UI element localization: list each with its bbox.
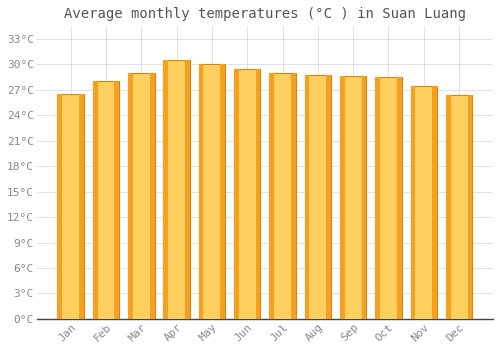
Bar — [220, 64, 225, 319]
Bar — [410, 86, 416, 319]
Bar — [256, 69, 260, 319]
Bar — [375, 77, 380, 319]
Bar — [304, 76, 331, 319]
Bar — [198, 64, 225, 319]
Bar — [93, 82, 120, 319]
Bar — [375, 77, 402, 319]
Bar — [432, 86, 437, 319]
Title: Average monthly temperatures (°C ) in Suan Luang: Average monthly temperatures (°C ) in Su… — [64, 7, 466, 21]
Bar — [198, 64, 203, 319]
Bar — [234, 69, 239, 319]
Bar — [58, 94, 84, 319]
Bar — [362, 76, 366, 319]
Bar — [185, 60, 190, 319]
Bar — [468, 95, 472, 319]
Bar — [234, 69, 260, 319]
Bar — [128, 73, 133, 319]
Bar — [446, 95, 450, 319]
Bar — [164, 60, 168, 319]
Bar — [114, 82, 119, 319]
Bar — [150, 73, 154, 319]
Bar — [164, 60, 190, 319]
Bar — [326, 76, 331, 319]
Bar — [270, 73, 296, 319]
Bar — [340, 76, 366, 319]
Bar — [304, 76, 310, 319]
Bar — [128, 73, 154, 319]
Bar — [446, 95, 472, 319]
Bar — [340, 76, 344, 319]
Bar — [397, 77, 402, 319]
Bar — [58, 94, 62, 319]
Bar — [270, 73, 274, 319]
Bar — [291, 73, 296, 319]
Bar — [410, 86, 437, 319]
Bar — [93, 82, 98, 319]
Bar — [79, 94, 84, 319]
